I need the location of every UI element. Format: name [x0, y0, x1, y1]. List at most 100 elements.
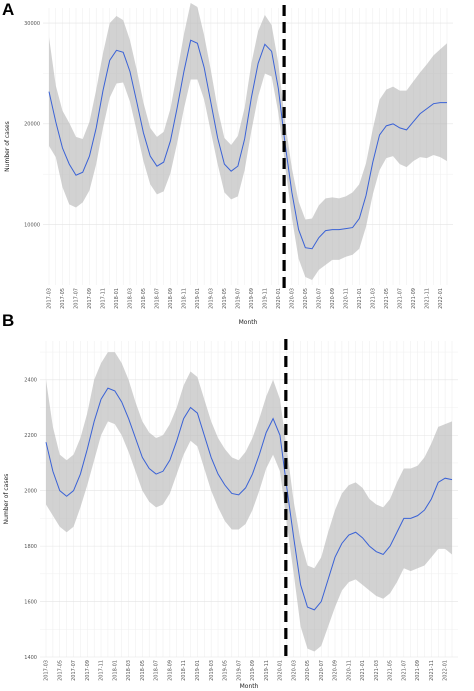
- data-point: [107, 388, 108, 389]
- data-point: [318, 237, 319, 238]
- fitted-line: [45, 387, 453, 611]
- data-point: [129, 71, 130, 72]
- data-point: [392, 123, 393, 124]
- x-tick-label: 2018-03: [128, 288, 134, 309]
- x-tick-label: 2020-09: [333, 660, 339, 681]
- x-tick-label: 2019-11: [264, 660, 270, 681]
- x-tick-label: 2018-09: [167, 660, 173, 681]
- data-point: [170, 140, 171, 141]
- data-point: [433, 103, 434, 104]
- data-point: [116, 50, 117, 51]
- y-tick-label: 10000: [24, 222, 40, 228]
- data-point: [114, 390, 115, 391]
- data-point: [163, 162, 164, 163]
- data-point: [135, 437, 136, 438]
- data-point: [259, 454, 260, 455]
- x-tick-label: 2020-01: [276, 288, 282, 309]
- data-point: [190, 40, 191, 41]
- x-tick-label: 2021-01: [357, 288, 363, 309]
- x-tick-label: 2019-05: [222, 288, 228, 309]
- data-point: [238, 494, 239, 495]
- data-point: [121, 401, 122, 402]
- x-tick-label: 2019-07: [235, 288, 241, 309]
- data-point: [379, 134, 380, 135]
- data-point: [311, 248, 312, 249]
- data-point: [258, 63, 259, 64]
- x-tick-label: 2018-01: [112, 660, 118, 681]
- data-point: [128, 418, 129, 419]
- x-tick-label: 2019-01: [195, 288, 201, 309]
- data-point: [399, 127, 400, 128]
- y-tick-label: 2000: [24, 488, 37, 494]
- x-tick-label: 2018-11: [182, 288, 188, 309]
- x-tick-label: 2017-11: [101, 288, 107, 309]
- data-point: [245, 487, 246, 488]
- x-tick-label: 2017-05: [60, 288, 66, 309]
- data-point: [80, 473, 81, 474]
- data-point: [123, 52, 124, 53]
- data-point: [417, 515, 418, 516]
- data-point: [169, 460, 170, 461]
- data-point: [300, 584, 301, 585]
- x-tick-label: 2017-07: [74, 288, 80, 309]
- data-point: [237, 166, 238, 167]
- x-axis-title: Month: [240, 683, 259, 690]
- x-tick-label: 2019-01: [195, 660, 201, 681]
- x-tick-label: 2019-09: [249, 288, 255, 309]
- data-point: [224, 485, 225, 486]
- x-tick-label: 2019-03: [208, 288, 214, 309]
- data-point: [355, 532, 356, 533]
- x-tick-label: 2021-01: [360, 660, 366, 681]
- x-tick-label: 2020-07: [316, 288, 322, 309]
- x-tick-label: 2018-11: [181, 660, 187, 681]
- data-point: [48, 91, 49, 92]
- data-point: [305, 247, 306, 248]
- data-point: [321, 601, 322, 602]
- data-point: [55, 121, 56, 122]
- data-point: [271, 51, 272, 52]
- x-tick-label: 2019-09: [250, 660, 256, 681]
- data-point: [372, 162, 373, 163]
- x-tick-label: 2020-05: [305, 660, 311, 681]
- data-point: [362, 537, 363, 538]
- x-tick-label: 2021-05: [388, 660, 394, 681]
- data-point: [150, 155, 151, 156]
- x-tick-label: 2018-07: [155, 288, 161, 309]
- data-point: [352, 227, 353, 228]
- data-point: [266, 432, 267, 433]
- x-tick-label: 2019-05: [223, 660, 229, 681]
- data-point: [217, 137, 218, 138]
- data-point: [307, 607, 308, 608]
- data-point: [244, 138, 245, 139]
- data-point: [406, 129, 407, 130]
- x-tick-label: 2020-03: [289, 288, 295, 309]
- x-tick-label: 2019-11: [262, 288, 268, 309]
- data-point: [73, 490, 74, 491]
- data-point: [177, 107, 178, 108]
- data-point: [211, 457, 212, 458]
- data-point: [82, 172, 83, 173]
- chart-a: 10000 20000 30000 2017-03 2017-05 2017-07 2017…: [4, 2, 453, 326]
- data-point: [345, 228, 346, 229]
- data-point: [264, 44, 265, 45]
- data-point: [204, 67, 205, 68]
- data-point: [100, 399, 101, 400]
- data-point: [149, 468, 150, 469]
- data-point: [102, 90, 103, 91]
- data-point: [62, 147, 63, 148]
- data-point: [217, 473, 218, 474]
- data-point: [403, 518, 404, 519]
- y-tick-label: 20000: [24, 122, 40, 128]
- x-axis-title: Month: [239, 319, 258, 326]
- y-tick-label: 1400: [24, 655, 37, 661]
- x-tick-label: 2020-07: [319, 660, 325, 681]
- data-point: [332, 229, 333, 230]
- data-point: [424, 509, 425, 510]
- x-tick-label: 2021-07: [397, 288, 403, 309]
- x-tick-label: 2020-11: [346, 660, 352, 681]
- x-tick-label: 2021-09: [411, 288, 417, 309]
- data-point: [162, 471, 163, 472]
- x-tick-label: 2021-05: [384, 288, 390, 309]
- x-tick-label: 2017-07: [71, 660, 77, 681]
- data-point: [438, 482, 439, 483]
